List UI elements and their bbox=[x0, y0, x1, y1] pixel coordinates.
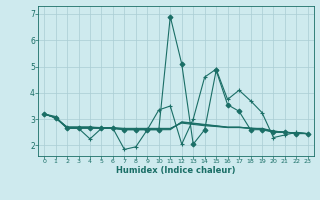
X-axis label: Humidex (Indice chaleur): Humidex (Indice chaleur) bbox=[116, 166, 236, 175]
